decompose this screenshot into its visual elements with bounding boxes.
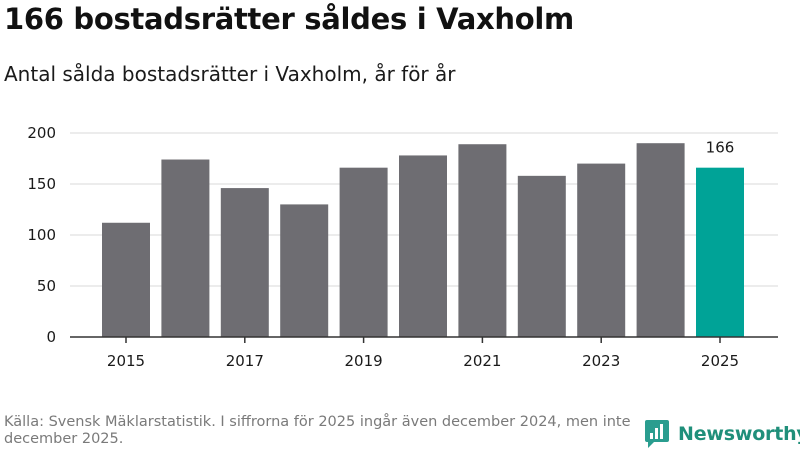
y-tick-label: 0	[46, 328, 56, 346]
labels: 0 50 100 150 200 2015 2017 2019 2021 2023 2025 166	[27, 124, 739, 370]
y-tick-label: 100	[27, 226, 56, 244]
x-tick-label: 2017	[226, 352, 264, 370]
newsworthy-brand[interactable]: Newsworthy	[644, 419, 800, 449]
x-tick-label: 2025	[701, 352, 739, 370]
bar-2018	[280, 204, 329, 337]
bar-2021	[458, 144, 507, 337]
x-tick-label: 2019	[345, 352, 383, 370]
brand-name: Newsworthy	[678, 423, 800, 445]
page-title: 166 bostadsrätter såldes i Vaxholm	[4, 2, 574, 36]
bar-2025	[696, 167, 744, 337]
y-tick-label: 50	[37, 277, 56, 295]
y-tick-label: 200	[27, 124, 56, 142]
chart-subtitle: Antal sålda bostadsrätter i Vaxholm, år …	[4, 62, 456, 86]
bar-2024	[636, 143, 685, 337]
bar-2015	[102, 222, 150, 337]
bar-2022	[517, 175, 566, 337]
x-tick-label: 2023	[582, 352, 620, 370]
x-tick-label: 2021	[463, 352, 501, 370]
bars	[102, 143, 744, 337]
x-tick-label: 2015	[107, 352, 145, 370]
bar-2016	[161, 159, 210, 337]
bar-chart: 0 50 100 150 200 2015 2017 2019 2021 2023 2025 166	[27, 124, 778, 370]
bar-2019	[339, 167, 388, 337]
source-note: Källa: Svensk Mäklarstatistik. I siffror…	[4, 414, 631, 447]
bar-2017	[220, 188, 269, 337]
bar-2020	[399, 155, 447, 337]
bar-2023	[577, 163, 626, 337]
axes	[70, 336, 778, 343]
data-label: 166	[706, 139, 735, 157]
y-tick-label: 150	[27, 175, 56, 193]
newsworthy-logo-icon	[645, 420, 669, 448]
